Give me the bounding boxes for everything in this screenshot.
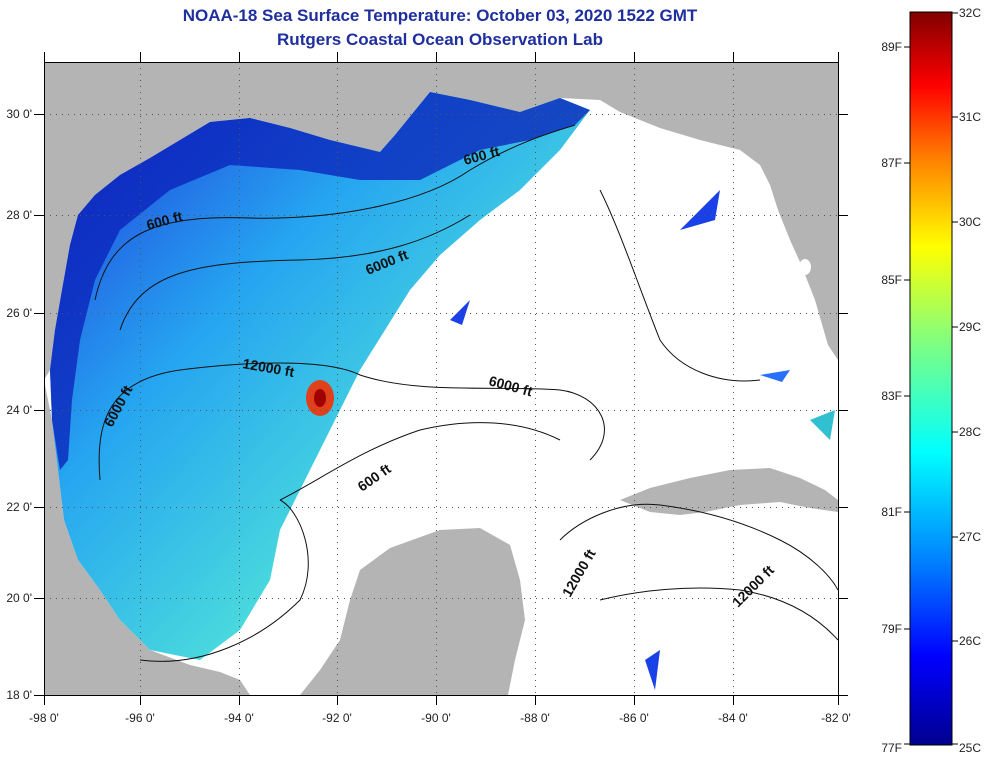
yucatan-land [300,528,525,695]
colorbar-fahrenheit-label: 87F [881,156,902,170]
lat-tick-label: 26 0' [6,306,32,320]
lat-tick-label: 20 0' [6,591,32,605]
colorbar-celsius-label: 29C [959,320,981,334]
colorbar-fahrenheit-label: 85F [881,273,902,287]
cuba-land [620,468,838,515]
colorbar-fahrenheit-label: 77F [881,741,902,755]
lon-tick-label: -82 0' [821,711,851,725]
us-gulf-coast-land [44,62,838,380]
colorbar-celsius-label: 27C [959,530,981,544]
map-content: 600 ft 600 ft 6000 ft 12000 ft 6000 ft 6… [44,62,838,695]
sst-nearshore-cool-band [50,92,590,470]
lon-tick-labels: -98 0' -96 0' -94 0' -92 0' -90 0' -88 0… [29,711,851,725]
lat-tick-label: 18 0' [6,688,32,702]
lon-tick-label: -90 0' [421,711,451,725]
lat-tick-labels: 18 0' 20 0' 22 0' 24 0' 26 0' 28 0' 30 0… [6,107,32,702]
colorbar-fahrenheit-label: 89F [881,40,902,54]
colorbar-celsius-label: 28C [959,425,981,439]
colorbar-fahrenheit-label: 79F [881,622,902,636]
colorbar [909,11,953,746]
lon-tick-marks [44,52,839,705]
lon-tick-label: -88 0' [520,711,550,725]
map-subtitle: Rutgers Coastal Ocean Observation Lab [277,30,603,49]
lon-tick-label: -86 0' [619,711,649,725]
lat-tick-label: 30 0' [6,107,32,121]
lat-tick-marks [34,114,848,696]
bathymetry-contours [94,124,838,662]
lat-tick-label: 28 0' [6,208,32,222]
colorbar-celsius-label: 25C [959,741,981,755]
mexico-land [44,380,250,695]
sst-data-region [50,92,590,660]
map-frame [44,62,839,696]
colorbar-celsius-label: 32C [959,6,981,20]
colorbar-celsius-label: 26C [959,634,981,648]
lon-tick-label: -98 0' [29,711,59,725]
lat-tick-label: 22 0' [6,500,32,514]
lon-tick-label: -94 0' [224,711,254,725]
lat-tick-label: 24 0' [6,403,32,417]
colorbar-ticks [904,12,958,745]
lon-tick-label: -84 0' [718,711,748,725]
colorbar-celsius-label: 31C [959,110,981,124]
lon-tick-label: -96 0' [125,711,155,725]
lon-tick-label: -92 0' [322,711,352,725]
graticule [44,62,838,695]
map-title: NOAA-18 Sea Surface Temperature: October… [182,6,698,25]
colorbar-fahrenheit-label: 81F [881,505,902,519]
colorbar-celsius-label: 30C [959,215,981,229]
colorbar-fahrenheit-label: 83F [881,389,902,403]
